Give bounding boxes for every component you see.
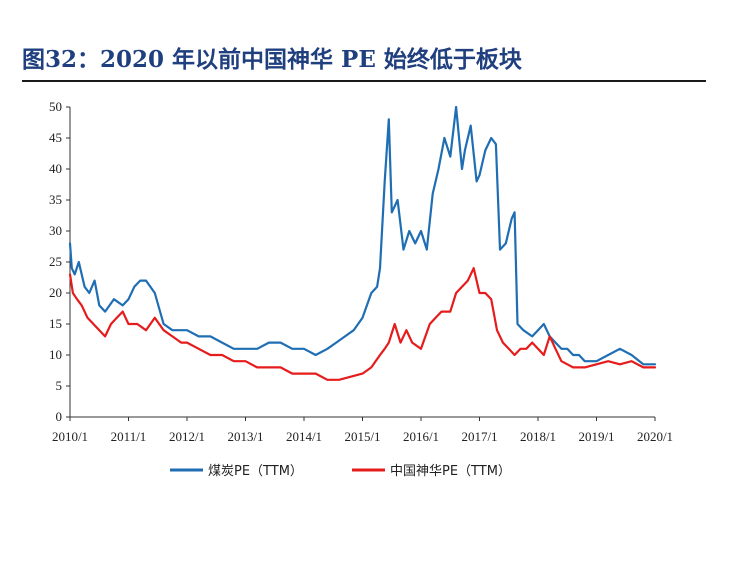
y-tick-label: 35: [49, 192, 62, 207]
y-tick-label: 40: [49, 161, 62, 176]
x-tick-label: 2010/1: [52, 429, 88, 444]
x-tick-label: 2018/1: [520, 429, 556, 444]
y-tick-label: 15: [49, 316, 62, 331]
legend-label: 中国神华PE（TTM）: [390, 464, 511, 479]
legend: 煤炭PE（TTM） 中国神华PE（TTM）: [170, 464, 511, 479]
series-line-china-shenhua-pe: [68, 267, 657, 381]
y-tick-label: 20: [49, 285, 62, 300]
x-tick-label: 2013/1: [227, 429, 263, 444]
series-line-coal-sector-pe: [68, 105, 657, 366]
legend-item-china-shenhua: 中国神华PE（TTM）: [352, 464, 511, 479]
y-tick-label: 45: [49, 130, 62, 145]
x-tick-label: 2020/1: [637, 429, 673, 444]
y-tick-label: 10: [49, 347, 62, 362]
y-tick-label: 5: [56, 378, 63, 393]
x-tick-label: 2017/1: [461, 429, 497, 444]
legend-item-coal-sector: 煤炭PE（TTM）: [170, 464, 303, 479]
chart-title: 图32：2020 年以前中国神华 PE 始终低于板块: [22, 46, 522, 73]
title-underline: [22, 80, 706, 82]
y-tick-label: 0: [56, 409, 63, 424]
x-tick-label: 2016/1: [403, 429, 439, 444]
x-tick-label: 2019/1: [578, 429, 614, 444]
x-tick-label: 2014/1: [286, 429, 322, 444]
x-tick-label: 2011/1: [111, 429, 147, 444]
legend-label: 煤炭PE（TTM）: [208, 464, 303, 479]
x-tick-label: 2015/1: [344, 429, 380, 444]
y-tick-label: 50: [49, 99, 62, 114]
y-tick-label: 30: [49, 223, 62, 238]
y-tick-label: 25: [49, 254, 62, 269]
series-layer: [68, 105, 657, 381]
axes: 0 5 10 15 20 25 30 35 40 45 50 2010/1 2011/1 2012/1 20…: [49, 99, 673, 444]
x-tick-label: 2012/1: [169, 429, 205, 444]
